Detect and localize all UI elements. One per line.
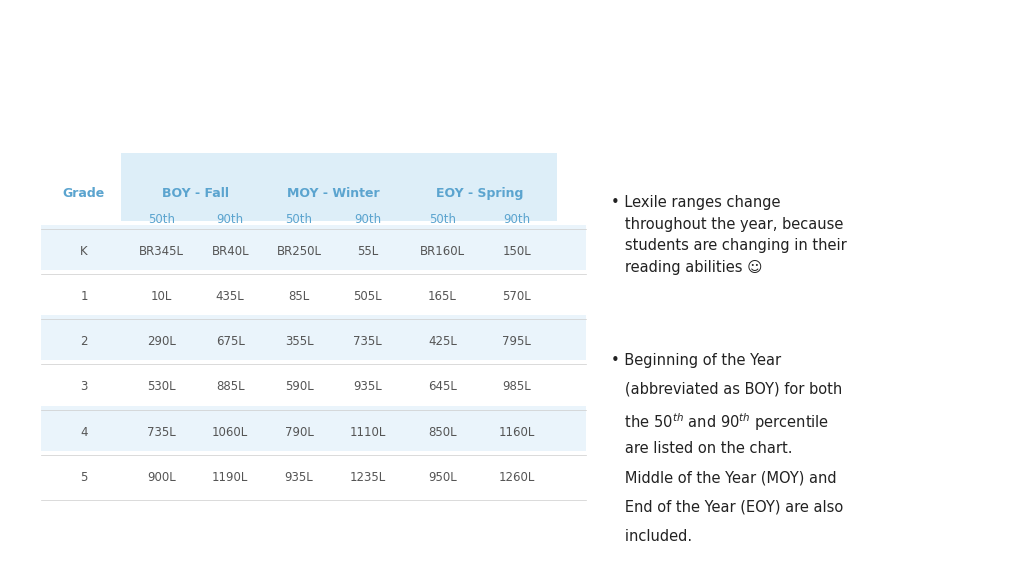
Text: BR345L: BR345L [139,245,184,258]
Text: End of the Year (EOY) are also: End of the Year (EOY) are also [610,499,843,515]
Text: 50th: 50th [286,213,312,226]
FancyBboxPatch shape [121,153,270,222]
Text: 900L: 900L [147,471,176,484]
Text: 50th: 50th [147,213,175,226]
Text: 1260L: 1260L [499,471,536,484]
Text: (abbreviated as BOY) for both: (abbreviated as BOY) for both [610,382,842,397]
Text: • Lexile ranges change
   throughout the year, because
   students are changing : • Lexile ranges change throughout the ye… [610,195,847,275]
Text: 505L: 505L [353,290,382,303]
Text: 1060L: 1060L [212,426,249,438]
Text: 885L: 885L [216,381,245,393]
Text: 90th: 90th [217,213,244,226]
Text: 2: 2 [80,335,88,348]
Text: 355L: 355L [285,335,313,348]
Text: 570L: 570L [503,290,531,303]
Text: Middle of the Year (MOY) and: Middle of the Year (MOY) and [610,470,837,485]
FancyBboxPatch shape [41,315,586,361]
Text: 935L: 935L [353,381,382,393]
Text: 590L: 590L [285,381,313,393]
Text: 645L: 645L [428,381,457,393]
Text: 675L: 675L [216,335,245,348]
Text: 950L: 950L [428,471,457,484]
Text: 935L: 935L [285,471,313,484]
Text: BR40L: BR40L [211,245,249,258]
Text: 1190L: 1190L [212,471,249,484]
FancyBboxPatch shape [259,153,408,222]
FancyBboxPatch shape [41,225,586,270]
FancyBboxPatch shape [41,406,586,450]
Text: 1160L: 1160L [499,426,536,438]
Text: • Beginning of the Year: • Beginning of the Year [610,353,781,367]
Text: 1110L: 1110L [349,426,386,438]
Text: 150L: 150L [503,245,531,258]
Text: EOY - Spring: EOY - Spring [436,187,523,200]
Text: included.: included. [610,529,692,544]
Text: Grade: Grade [62,187,105,200]
Text: 55L: 55L [357,245,379,258]
Text: K: K [80,245,88,258]
Text: 3: 3 [80,381,88,393]
Text: 1235L: 1235L [349,471,386,484]
FancyBboxPatch shape [41,450,586,496]
Text: BOY - Fall: BOY - Fall [162,187,229,200]
Text: 425L: 425L [428,335,457,348]
Text: 530L: 530L [147,381,176,393]
Text: 735L: 735L [147,426,176,438]
FancyBboxPatch shape [41,270,586,315]
Text: the 50$^{th}$ and 90$^{th}$ percentile: the 50$^{th}$ and 90$^{th}$ percentile [610,411,829,433]
Text: are listed on the chart.: are listed on the chart. [610,441,793,456]
Text: 85L: 85L [289,290,309,303]
Text: 735L: 735L [353,335,382,348]
Text: 795L: 795L [503,335,531,348]
FancyBboxPatch shape [402,153,557,222]
Text: Grade level lexile ranges: Grade level lexile ranges [51,72,605,115]
Text: 790L: 790L [285,426,313,438]
Text: 10L: 10L [151,290,172,303]
FancyBboxPatch shape [41,361,586,406]
Text: 1: 1 [80,290,88,303]
Text: 5: 5 [80,471,88,484]
Text: 90th: 90th [354,213,381,226]
Text: 165L: 165L [428,290,457,303]
Text: 290L: 290L [147,335,176,348]
Text: 435L: 435L [216,290,245,303]
Text: 850L: 850L [428,426,457,438]
Text: MOY - Winter: MOY - Winter [287,187,380,200]
Text: 50th: 50th [429,213,456,226]
Text: 90th: 90th [504,213,530,226]
Text: 4: 4 [80,426,88,438]
Text: 985L: 985L [503,381,531,393]
Text: BR250L: BR250L [276,245,322,258]
Text: BR160L: BR160L [420,245,465,258]
